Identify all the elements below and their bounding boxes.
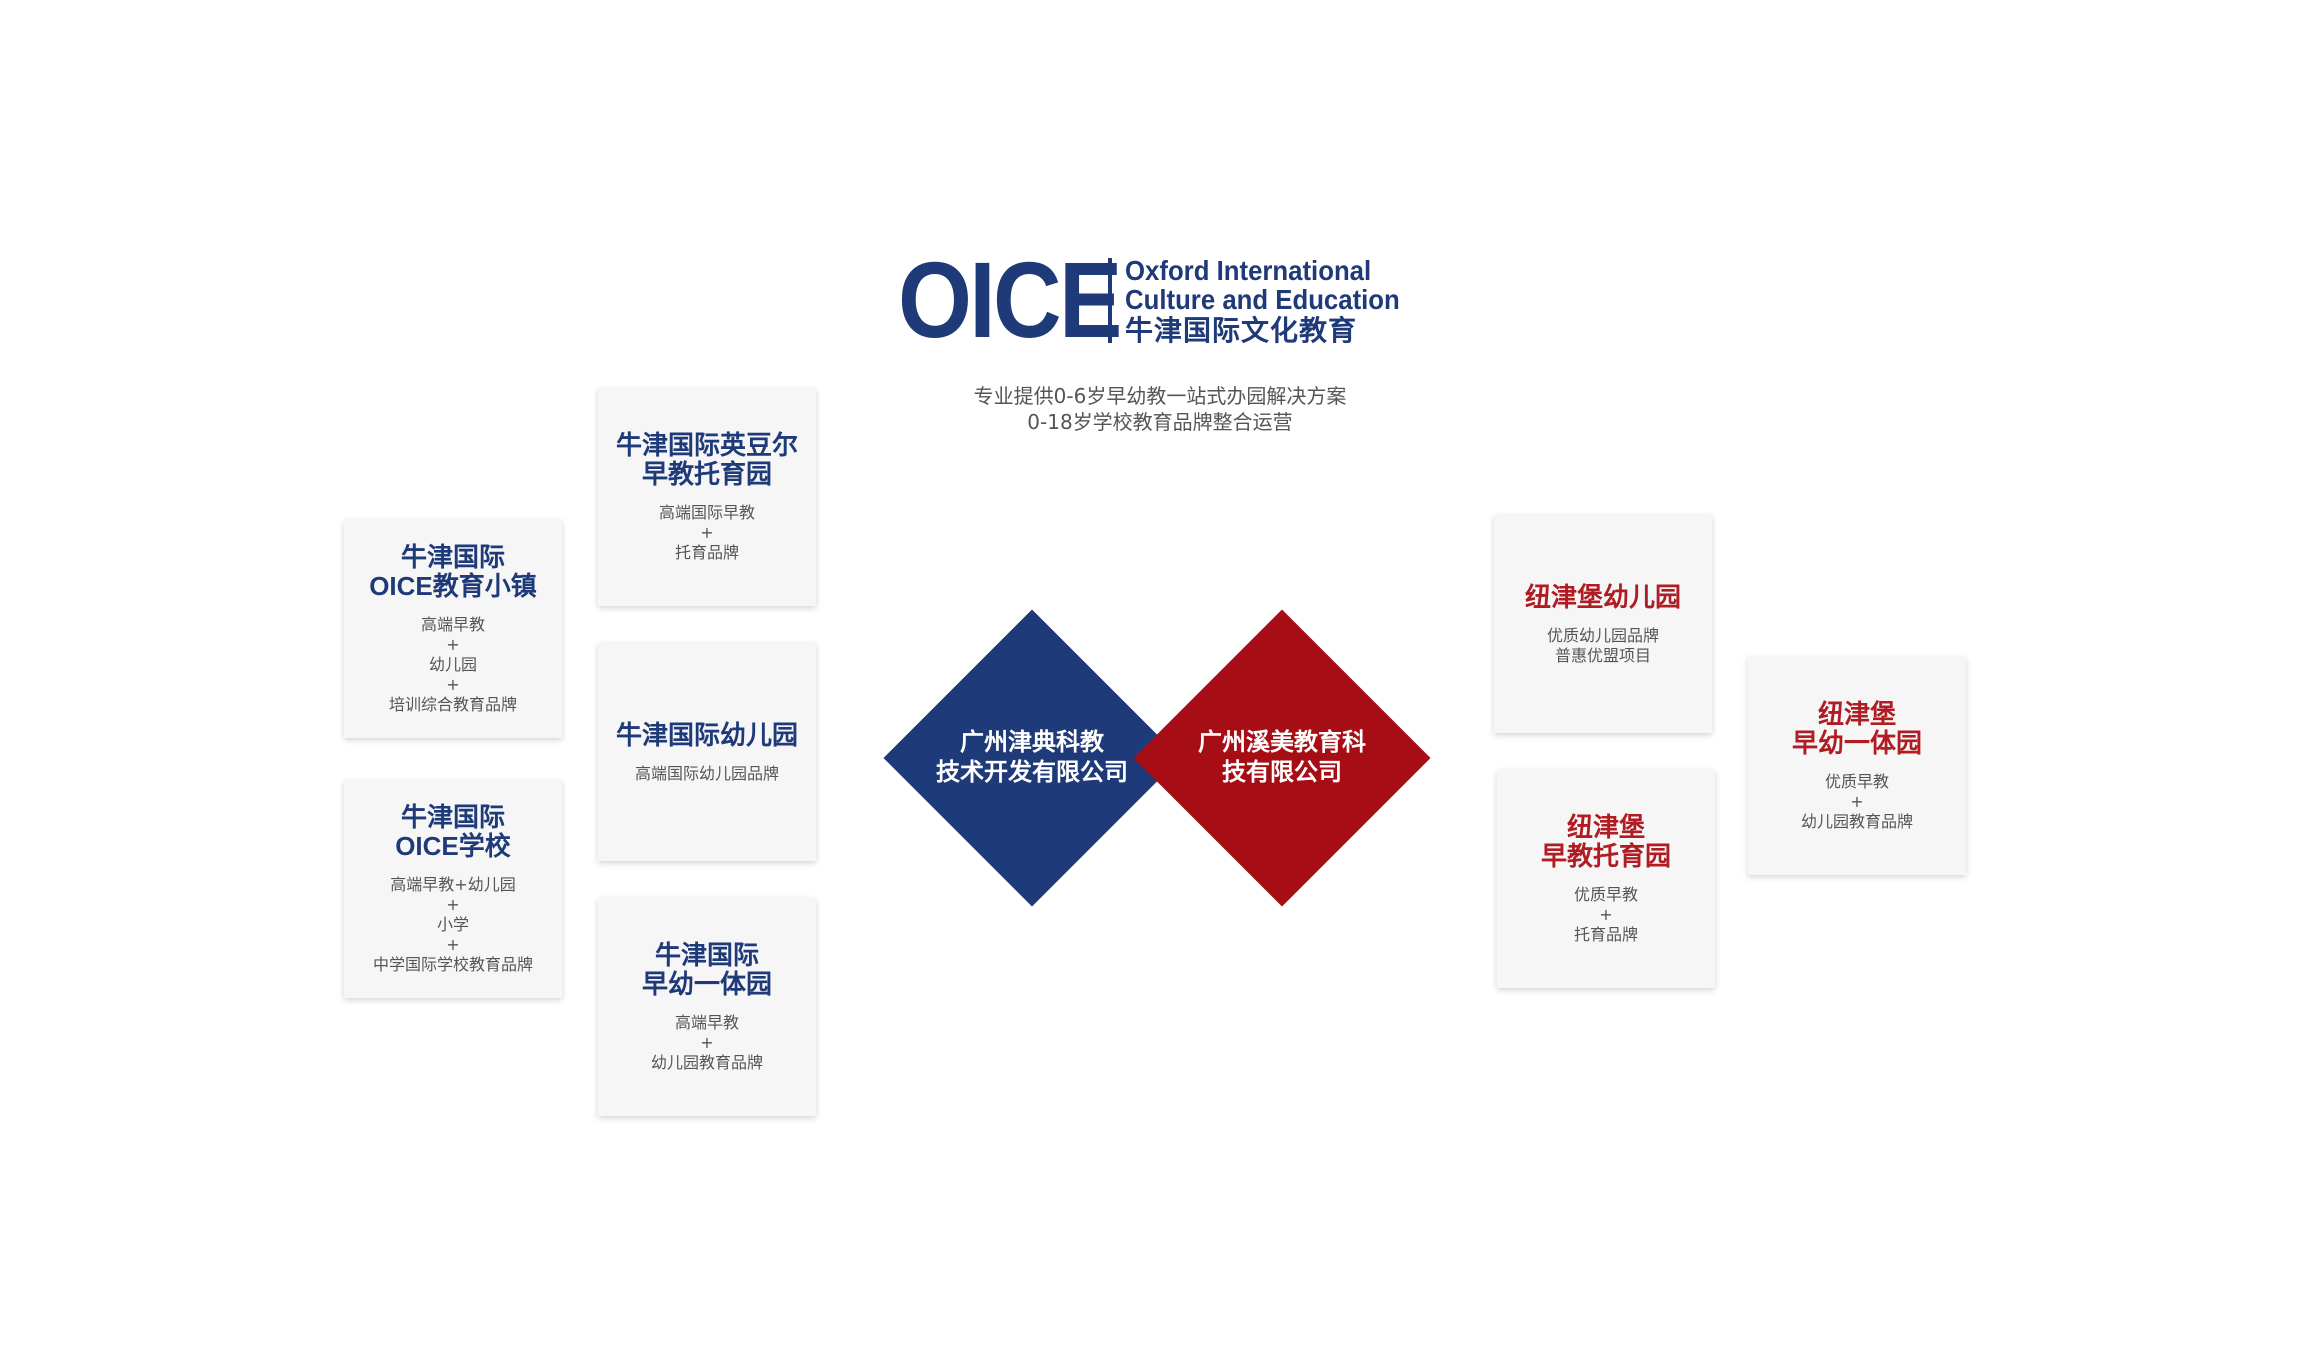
company-label-jindian: 广州津典科教 技术开发有限公司 [936, 729, 1128, 786]
brand-card-oxford-yingdouer: 牛津国际英豆尔 早教托育园 高端国际早教 + 托育品牌 [598, 388, 816, 606]
brand-card-newjinbao-nursery: 纽津堡 早教托育园 优质早教 + 托育品牌 [1497, 770, 1715, 988]
brand-card-oice-town: 牛津国际 OICE教育小镇 高端早教 + 幼儿园 + 培训综合教育品牌 [344, 520, 562, 738]
tagline: 专业提供0-6岁早幼教一站式办园解决方案 0-18岁学校教育品牌整合运营 [850, 383, 1470, 435]
card-title: 牛津国际英豆尔 早教托育园 [615, 430, 798, 489]
card-desc: 高端早教+幼儿园 + 小学 + 中学国际学校教育品牌 [372, 875, 533, 974]
card-desc: 高端早教 + 幼儿园教育品牌 [650, 1013, 763, 1072]
card-desc: 高端国际早教 + 托育品牌 [658, 503, 755, 562]
tagline-line1: 专业提供0-6岁早幼教一站式办园解决方案 [973, 384, 1347, 408]
logo-divider [1108, 258, 1112, 343]
card-desc: 优质早教 + 幼儿园教育品牌 [1800, 772, 1913, 831]
brand-card-newjinbao-early-kindergarten: 纽津堡 早幼一体园 优质早教 + 幼儿园教育品牌 [1748, 657, 1966, 875]
card-title: 纽津堡 早幼一体园 [1791, 699, 1922, 758]
logo-text: Oxford International Culture and Educati… [1125, 256, 1424, 348]
logo-cn: 牛津国际文化教育 [1125, 315, 1358, 346]
card-title: 牛津国际幼儿园 [615, 719, 798, 750]
brand-card-newjinbao-kindergarten: 纽津堡幼儿园 优质幼儿园品牌 普惠优盟项目 [1494, 515, 1712, 733]
brand-card-oxford-early-kindergarten: 牛津国际 早幼一体园 高端早教 + 幼儿园教育品牌 [598, 898, 816, 1116]
brand-card-oice-school: 牛津国际 OICE学校 高端早教+幼儿园 + 小学 + 中学国际学校教育品牌 [344, 780, 562, 998]
card-title: 牛津国际 早幼一体园 [641, 940, 772, 999]
card-desc: 高端国际幼儿园品牌 [634, 763, 779, 783]
card-title: 纽津堡幼儿园 [1524, 581, 1681, 612]
tagline-line2: 0-18岁学校教育品牌整合运营 [1027, 410, 1293, 434]
card-desc: 优质幼儿园品牌 普惠优盟项目 [1546, 625, 1659, 665]
card-desc: 高端早教 + 幼儿园 + 培训综合教育品牌 [388, 615, 517, 714]
card-title: 纽津堡 早教托育园 [1540, 812, 1671, 871]
logo-mark: OICE [898, 239, 1122, 360]
card-desc: 优质早教 + 托育品牌 [1573, 885, 1638, 944]
brand-card-oxford-kindergarten: 牛津国际幼儿园 高端国际幼儿园品牌 [598, 643, 816, 861]
company-label-ximei: 广州溪美教育科 技有限公司 [1198, 729, 1366, 786]
card-title: 牛津国际 OICE教育小镇 [369, 542, 537, 601]
card-title: 牛津国际 OICE学校 [395, 802, 511, 861]
logo: OICE Oxford International Culture and Ed… [898, 239, 1438, 360]
logo-en-line2: Culture and Education [1125, 284, 1400, 315]
logo-en-line1: Oxford International [1125, 255, 1372, 286]
